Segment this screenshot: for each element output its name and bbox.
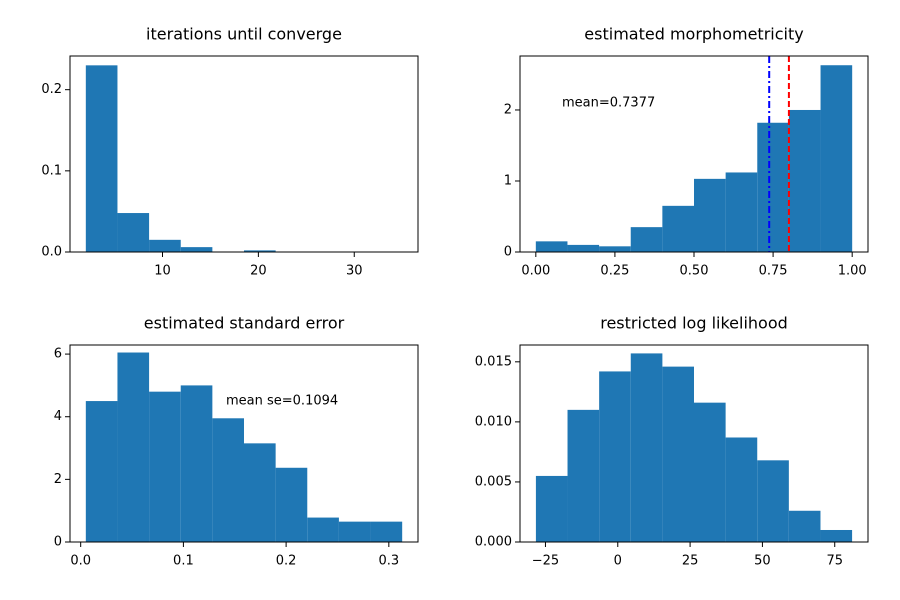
bar bbox=[244, 250, 276, 252]
bar bbox=[757, 122, 789, 252]
bar bbox=[725, 437, 758, 542]
x-tick-label: 0.00 bbox=[521, 264, 550, 279]
x-tick-label: 75 bbox=[826, 554, 843, 569]
bar bbox=[788, 510, 821, 542]
bar bbox=[630, 227, 663, 252]
bar bbox=[244, 443, 276, 542]
bar bbox=[662, 366, 694, 542]
x-tick-label: 10 bbox=[154, 264, 171, 279]
x-tick-label: 50 bbox=[754, 554, 771, 569]
y-tick-label: 2 bbox=[504, 102, 512, 117]
bar bbox=[117, 352, 150, 542]
bar bbox=[535, 475, 568, 542]
bar bbox=[307, 517, 339, 542]
bar bbox=[212, 418, 244, 542]
bar bbox=[180, 247, 213, 252]
y-tick-label: 6 bbox=[54, 347, 62, 362]
y-tick-label: 0.015 bbox=[475, 354, 512, 369]
chart-title: iterations until converge bbox=[146, 25, 342, 44]
x-tick-label: 0.2 bbox=[276, 554, 297, 569]
x-tick-label: 0.50 bbox=[680, 264, 709, 279]
annotation: mean=0.7377 bbox=[562, 96, 655, 111]
bar bbox=[599, 371, 631, 542]
y-tick-label: 2 bbox=[54, 472, 62, 487]
y-tick-label: 4 bbox=[54, 409, 62, 424]
x-tick-label: 25 bbox=[682, 554, 699, 569]
y-tick-label: 0.000 bbox=[475, 535, 512, 550]
x-tick-label: 0.25 bbox=[600, 264, 629, 279]
bar bbox=[567, 244, 600, 252]
bar bbox=[85, 65, 118, 252]
bar bbox=[820, 529, 853, 542]
bar bbox=[275, 467, 308, 542]
bar bbox=[567, 409, 600, 542]
x-tick-label: 0.75 bbox=[759, 264, 788, 279]
x-tick-label: 0.0 bbox=[70, 554, 91, 569]
bar bbox=[338, 521, 371, 542]
bar bbox=[180, 385, 213, 542]
axes-frame bbox=[69, 344, 419, 543]
y-tick-label: 0.1 bbox=[41, 163, 62, 178]
bar bbox=[725, 172, 758, 252]
bar bbox=[694, 178, 726, 252]
bar bbox=[630, 353, 663, 542]
bar bbox=[662, 205, 694, 252]
bar bbox=[599, 246, 631, 252]
y-tick-label: 0.010 bbox=[475, 414, 512, 429]
chart-title: restricted log likelihood bbox=[600, 314, 788, 333]
bar bbox=[757, 460, 789, 542]
x-tick-label: 20 bbox=[250, 264, 267, 279]
bar bbox=[149, 239, 181, 252]
y-tick-label: 0.2 bbox=[41, 82, 62, 97]
bar bbox=[788, 109, 821, 253]
chart-title: estimated standard error bbox=[144, 314, 345, 333]
x-tick-label: 0.1 bbox=[173, 554, 194, 569]
x-tick-label: 30 bbox=[346, 264, 363, 279]
axes-frame bbox=[69, 55, 419, 253]
bar bbox=[117, 213, 150, 252]
bar bbox=[694, 402, 726, 542]
x-tick-label: 0 bbox=[614, 554, 622, 569]
bar bbox=[370, 521, 403, 542]
bar bbox=[149, 391, 181, 542]
bar bbox=[820, 65, 853, 253]
y-tick-label: 0 bbox=[54, 535, 62, 550]
y-tick-label: 0.005 bbox=[475, 474, 512, 489]
bar bbox=[535, 241, 568, 252]
bar bbox=[85, 401, 118, 542]
x-tick-label: 0.3 bbox=[378, 554, 399, 569]
x-tick-label: 1.00 bbox=[838, 264, 867, 279]
x-tick-label: −25 bbox=[532, 554, 559, 569]
annotation: mean se=0.1094 bbox=[226, 394, 338, 409]
y-tick-label: 1 bbox=[504, 173, 512, 188]
y-tick-label: 0.0 bbox=[41, 245, 62, 260]
axes-frame bbox=[519, 344, 869, 543]
y-tick-label: 0 bbox=[504, 245, 512, 260]
chart-title: estimated morphometricity bbox=[584, 25, 803, 44]
